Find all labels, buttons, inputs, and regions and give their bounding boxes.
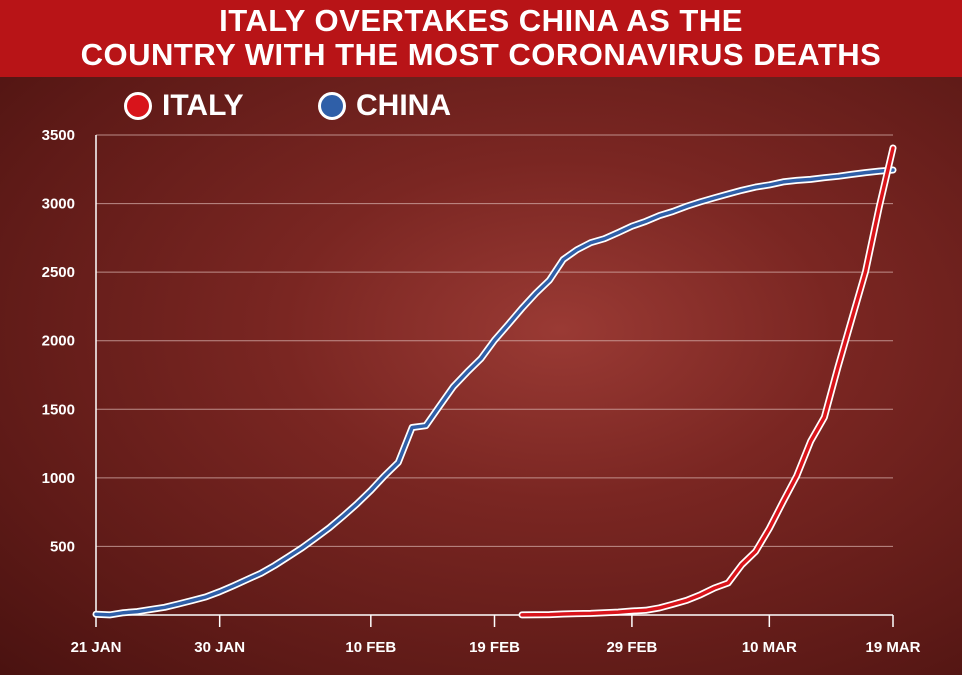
y-tick-label: 500 (50, 538, 75, 555)
legend-item-china: CHINA (318, 89, 451, 123)
legend-label-china: CHINA (356, 89, 451, 122)
series-outline-italy (518, 144, 897, 619)
chart-title-line-2: COUNTRY WITH THE MOST CORONAVIRUS DEATHS (80, 37, 882, 72)
x-tick-label: 10 MAR (742, 639, 797, 656)
y-tick-label: 2500 (42, 264, 75, 281)
x-tick-label: 30 JAN (194, 639, 245, 656)
legend-item-italy: ITALY (124, 89, 244, 123)
x-tick-label: 19 FEB (469, 639, 520, 656)
series-outline-china (92, 166, 897, 619)
x-tick-label: 19 MAR (865, 639, 920, 656)
series-line-china (94, 168, 895, 617)
series-line-italy (520, 146, 895, 617)
y-tick-label: 2000 (42, 333, 75, 350)
legend-swatch-italy (124, 92, 152, 120)
title-banner: ITALY OVERTAKES CHINA AS THE COUNTRY WIT… (0, 0, 962, 77)
y-tick-label: 3000 (42, 196, 75, 213)
x-tick-label: 21 JAN (71, 639, 122, 656)
y-tick-label: 1500 (42, 401, 75, 418)
legend-label-italy: ITALY (162, 89, 244, 122)
chart-title-line-1: ITALY OVERTAKES CHINA AS THE (219, 3, 743, 38)
legend-swatch-china (318, 92, 346, 120)
y-tick-label: 3500 (42, 127, 75, 144)
x-tick-label: 10 FEB (345, 639, 396, 656)
x-tick-label: 29 FEB (606, 639, 657, 656)
y-tick-label: 1000 (42, 470, 75, 487)
